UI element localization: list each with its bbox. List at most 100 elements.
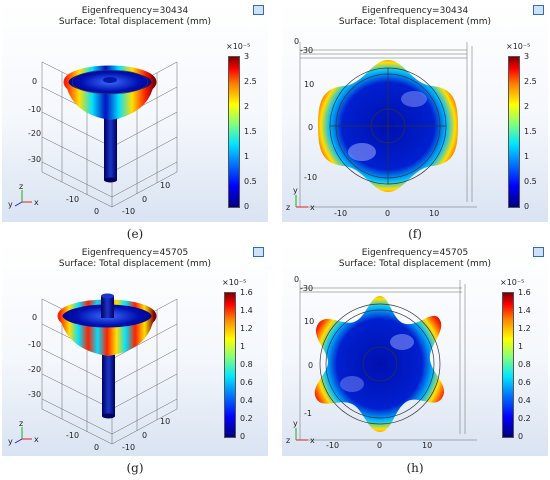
panel-h: Eigenfrequency=45705 Surface: Total disp…	[282, 244, 548, 456]
colorbar-tick-label: 2.5	[524, 77, 537, 86]
axis-tick-label: 0	[142, 431, 147, 440]
panel-subtitle: Surface: Total displacement (mm)	[338, 17, 492, 27]
axis-tick-label: -10	[122, 207, 135, 216]
axis-tick-label: 0	[385, 209, 390, 218]
stem-shape	[104, 102, 117, 180]
axis-tick-label: 0	[32, 313, 37, 322]
panel-title: Eigenfrequency=30434	[81, 6, 189, 16]
axis-tick-label: 0	[142, 195, 147, 204]
svg-text:z: z	[286, 203, 290, 212]
colorbar-tick-label: 1.5	[244, 127, 257, 136]
colorbar-tick-label: 3	[524, 52, 530, 61]
model-view-3d: 0 -10 -20 -30 10 0 -10 0 -10 z x y	[8, 61, 178, 216]
axis-tick-label: 0	[94, 443, 99, 452]
window-icon[interactable]	[253, 5, 264, 15]
axis-triad: y x z	[286, 186, 315, 212]
axis-tick-label: -10	[66, 195, 79, 204]
stem-shape	[102, 336, 115, 416]
svg-text:y: y	[8, 437, 13, 446]
svg-text:z: z	[19, 182, 23, 191]
svg-text:y: y	[8, 200, 13, 209]
colorbar-tick-label: 0.4	[240, 396, 253, 405]
axis-tick-label: 10	[160, 417, 170, 426]
axis-tick-label: 10	[160, 181, 170, 190]
colorbar-tick-label: 1	[518, 342, 524, 351]
window-icon[interactable]	[533, 5, 544, 15]
axis-tick-label: -20	[28, 129, 41, 138]
colorbar-tick-label: 0.2	[240, 414, 253, 423]
colorbar-tick-label: 2.5	[244, 77, 257, 86]
colorbar	[508, 56, 520, 208]
panel-title: Eigenfrequency=30434	[361, 6, 469, 16]
svg-text:x: x	[310, 203, 315, 212]
colorbar-tick-label: 0.5	[524, 177, 537, 186]
axis-tick-label: 0	[94, 207, 99, 216]
colorbar-tick-label: 3	[244, 52, 250, 61]
panel-subtitle: Surface: Total displacement (mm)	[58, 17, 212, 27]
axis-triad: y x z	[286, 419, 315, 445]
colorbar-tick-label: 1.4	[518, 306, 531, 315]
colorbar-tick-label: 1	[240, 342, 246, 351]
colorbar-exponent: ×10⁻⁵	[226, 42, 251, 51]
window-icon[interactable]	[533, 247, 544, 257]
svg-text:x: x	[34, 435, 39, 444]
svg-text:z: z	[19, 419, 23, 428]
axis-tick-label: -30	[28, 155, 41, 164]
colorbar-tick-label: 1.2	[518, 324, 531, 333]
mode-shape-star	[314, 296, 445, 432]
colorbar-tick-label: 1.5	[524, 127, 537, 136]
colorbar-tick-label: 1.6	[518, 288, 531, 297]
axis-tick-label: 0	[308, 123, 313, 132]
panel-g: Eigenfrequency=45705 Surface: Total disp…	[2, 244, 268, 456]
colorbar-tick-label: 2	[244, 102, 250, 111]
svg-text:y: y	[293, 419, 298, 428]
colorbar-tick-label: 0.6	[240, 378, 253, 387]
model-view-top: 0 -30 10 0 -1 -10 0 10 y x z	[286, 275, 477, 450]
colorbar-exponent: ×10⁻⁵	[500, 278, 525, 287]
axis-tick-label: -30	[28, 390, 41, 399]
colorbar-tick-label: 1.6	[240, 288, 253, 297]
axis-tick-label: -30	[300, 46, 313, 55]
colorbar	[224, 292, 236, 438]
window-icon[interactable]	[253, 247, 264, 257]
svg-text:y: y	[293, 186, 298, 195]
caption-h: (h)	[406, 461, 424, 475]
axis-tick-label: -1	[304, 409, 312, 418]
axis-tick-label: -20	[28, 365, 41, 374]
axis-triad: z x y	[8, 419, 39, 446]
panel-e: Eigenfrequency=30434 Surface: Total disp…	[2, 2, 268, 222]
svg-text:x: x	[310, 436, 315, 445]
grid-lines	[299, 280, 477, 441]
colorbar	[228, 56, 240, 208]
panel-subtitle: Surface: Total displacement (mm)	[338, 259, 492, 269]
axis-tick-label: -10	[28, 340, 41, 349]
axis-tick-label: -10	[326, 441, 339, 450]
model-view-top: 0 -30 10 0 -10 -10 0 10 y x z	[286, 37, 477, 218]
axis-tick-label: 0	[32, 77, 37, 86]
colorbar-tick-label: 0	[240, 432, 246, 441]
axis-tick-label: -10	[28, 105, 41, 114]
svg-text:x: x	[34, 198, 39, 207]
axis-tick-label: -10	[122, 443, 135, 452]
axis-tick-label: 0	[308, 361, 313, 370]
axis-tick-label: -30	[300, 284, 313, 293]
colorbar-tick-label: 0.5	[244, 177, 257, 186]
colorbar-exponent: ×10⁻⁵	[222, 278, 247, 287]
axis-tick-label: -10	[304, 173, 317, 182]
panel-title: Eigenfrequency=45705	[361, 248, 469, 258]
axis-tick-label: 10	[304, 80, 314, 89]
axis-tick-label: 0	[294, 275, 299, 284]
colorbar-tick-label: 1.4	[240, 306, 253, 315]
colorbar-tick-label: 0	[518, 432, 524, 441]
caption-e: (e)	[126, 227, 144, 241]
svg-text:z: z	[286, 436, 290, 445]
colorbar-tick-label: 0.6	[518, 378, 531, 387]
colorbar-tick-label: 0.8	[240, 360, 253, 369]
colorbar-tick-label: 0.8	[518, 360, 531, 369]
panel-f: Eigenfrequency=30434 Surface: Total disp…	[282, 2, 548, 222]
colorbar-tick-label: 0.2	[518, 414, 531, 423]
colorbar-tick-label: 1.2	[240, 324, 253, 333]
axis-tick-label: 10	[304, 317, 314, 326]
axis-tick-label: 0	[294, 37, 299, 46]
colorbar-exponent: ×10⁻⁵	[506, 42, 531, 51]
